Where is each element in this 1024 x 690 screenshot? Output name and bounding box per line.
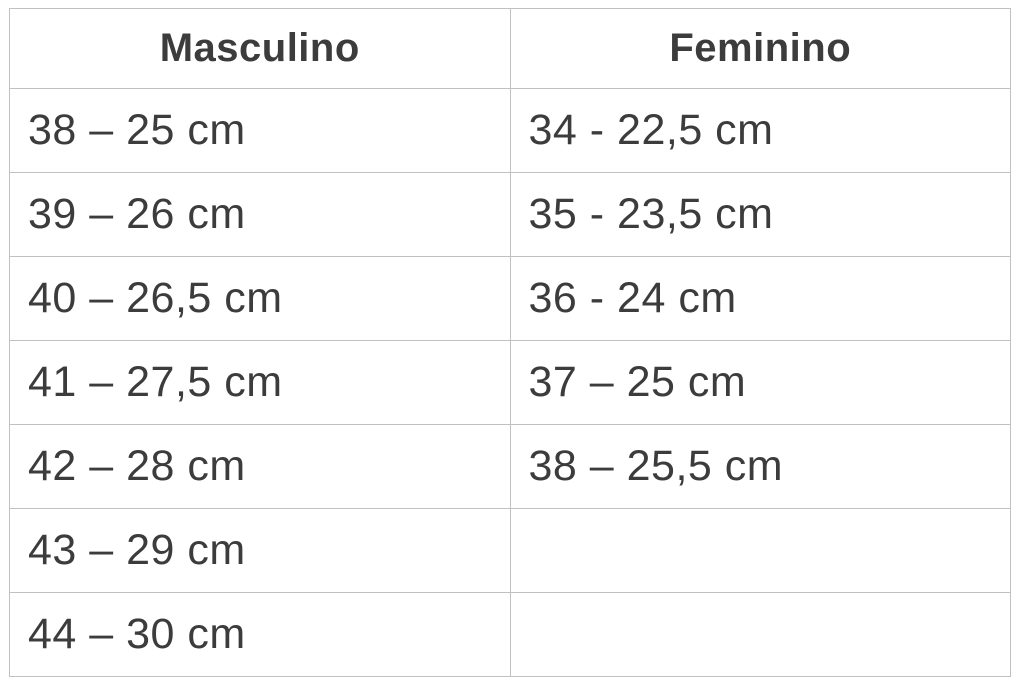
column-header-feminino: Feminino bbox=[509, 8, 1011, 89]
table-row: 41 – 27,5 cm 37 – 25 cm bbox=[9, 340, 1011, 425]
cell-feminino: 37 – 25 cm bbox=[509, 340, 1011, 425]
cell-masculino: 39 – 26 cm bbox=[9, 172, 511, 257]
cell-masculino: 40 – 26,5 cm bbox=[9, 256, 511, 341]
cell-masculino: 38 – 25 cm bbox=[9, 88, 511, 173]
table-row: 44 – 30 cm bbox=[9, 592, 1011, 677]
cell-feminino bbox=[509, 508, 1011, 593]
cell-masculino: 42 – 28 cm bbox=[9, 424, 511, 509]
cell-feminino: 36 - 24 cm bbox=[509, 256, 1011, 341]
cell-masculino: 43 – 29 cm bbox=[9, 508, 511, 593]
cell-feminino: 38 – 25,5 cm bbox=[509, 424, 1011, 509]
table-header-row: Masculino Feminino bbox=[9, 8, 1011, 89]
column-header-masculino: Masculino bbox=[9, 8, 511, 89]
table-row: 42 – 28 cm 38 – 25,5 cm bbox=[9, 424, 1011, 509]
cell-feminino bbox=[509, 592, 1011, 677]
cell-feminino: 34 - 22,5 cm bbox=[509, 88, 1011, 173]
table-row: 38 – 25 cm 34 - 22,5 cm bbox=[9, 88, 1011, 173]
table-row: 43 – 29 cm bbox=[9, 508, 1011, 593]
table-row: 40 – 26,5 cm 36 - 24 cm bbox=[9, 256, 1011, 341]
cell-masculino: 44 – 30 cm bbox=[9, 592, 511, 677]
table-row: 39 – 26 cm 35 - 23,5 cm bbox=[9, 172, 1011, 257]
cell-masculino: 41 – 27,5 cm bbox=[9, 340, 511, 425]
cell-feminino: 35 - 23,5 cm bbox=[509, 172, 1011, 257]
shoe-size-chart-table: Masculino Feminino 38 – 25 cm 34 - 22,5 … bbox=[9, 8, 1011, 677]
